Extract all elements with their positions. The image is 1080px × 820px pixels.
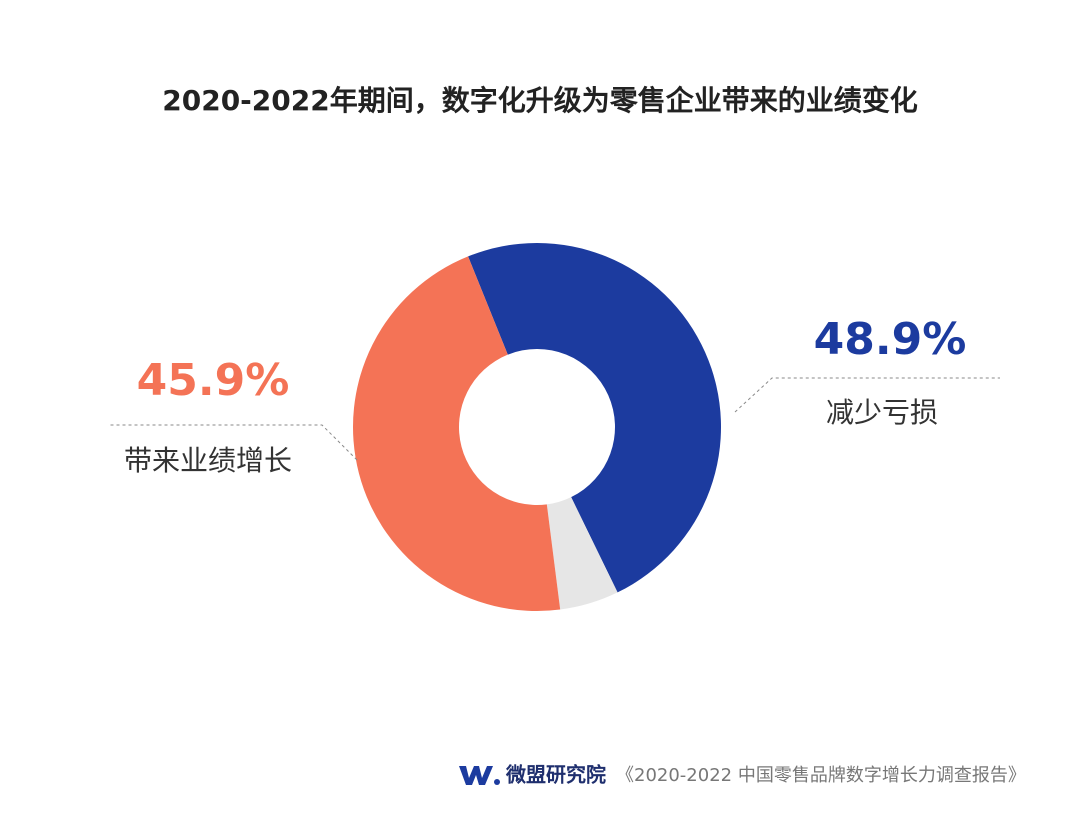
leader-line xyxy=(108,424,358,461)
slice xyxy=(352,256,561,611)
brand-logo xyxy=(459,766,500,785)
slice-label: 减少亏损 xyxy=(826,396,938,429)
chart-title: 2020-2022年期间，数字化升级为零售企业带来的业绩变化 xyxy=(162,84,917,117)
logo-dot xyxy=(494,779,500,785)
slice xyxy=(468,242,722,593)
value-label: 45.9% xyxy=(137,355,290,406)
value-label: 48.9% xyxy=(814,314,967,365)
leader-line xyxy=(734,377,1000,413)
source-note: 《2020-2022 中国零售品牌数字增长力调查报告》 xyxy=(616,765,1026,786)
slice-label: 带来业绩增长 xyxy=(124,444,292,477)
logo-icon xyxy=(459,766,493,785)
slice xyxy=(546,497,618,610)
brand-name: 微盟研究院 xyxy=(505,763,606,787)
